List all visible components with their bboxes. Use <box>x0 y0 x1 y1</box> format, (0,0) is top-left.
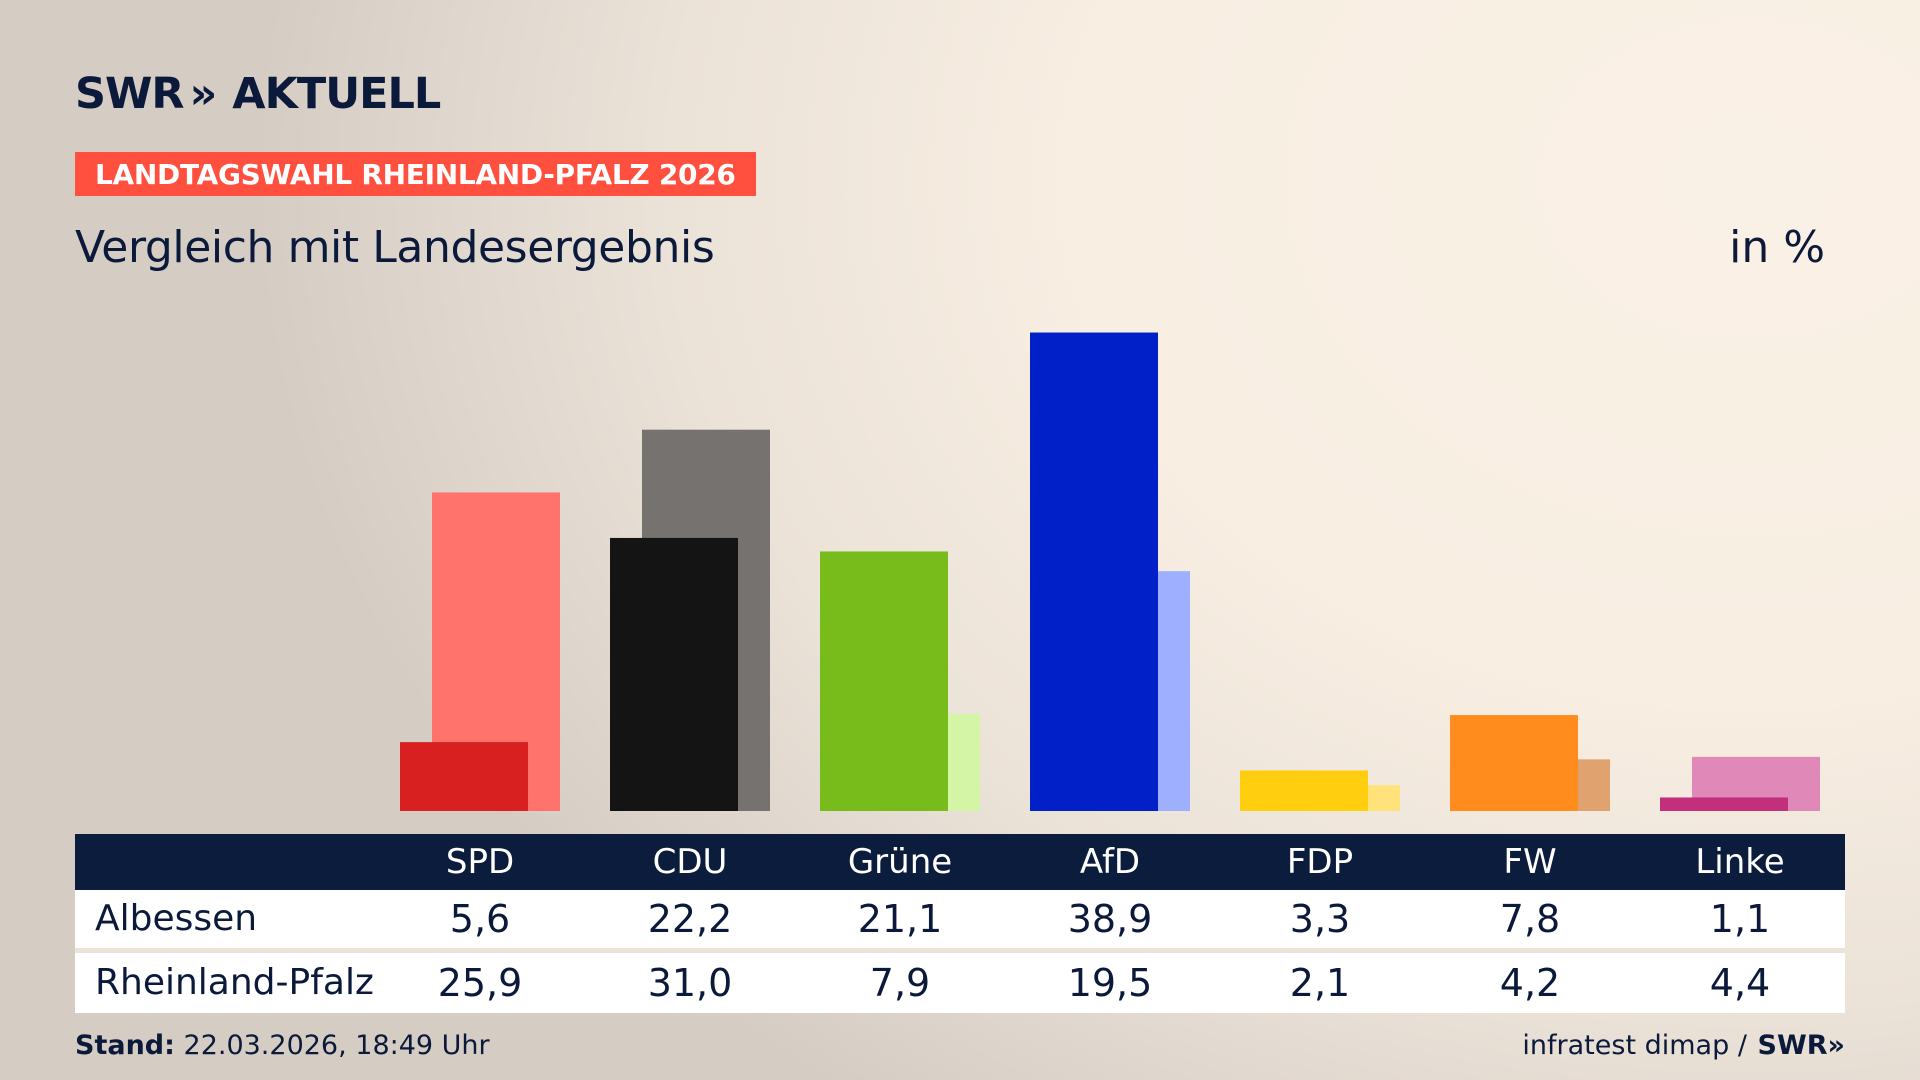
party-header-linke: Linke <box>1695 842 1785 882</box>
results-table: SPD CDU Grüne AfD FDP FW Linke Albessen 5,6 22,… <box>75 834 1845 1013</box>
swr-small-logo: SWR» <box>1757 1030 1845 1061</box>
value-rheinland-pfalz-gr-ne: 7,9 <box>869 961 931 1005</box>
timestamp-label: Stand: <box>75 1030 175 1061</box>
election-badge-label: LANDTAGSWAHL RHEINLAND-PFALZ 2026 <box>95 157 736 191</box>
party-header-spd: SPD <box>445 842 515 882</box>
bar-local-linke <box>1660 797 1788 811</box>
value-albessen-fdp: 3,3 <box>1289 897 1351 941</box>
value-rheinland-pfalz-fdp: 2,1 <box>1289 961 1351 1005</box>
bar-local-afd <box>1030 332 1158 811</box>
bar-local-cdu <box>610 537 738 811</box>
logo-chevrons-icon: » <box>189 68 218 119</box>
table-row: Rheinland-Pfalz 25,9 31,0 7,9 19,5 2,1 4,2 4,4 <box>75 953 1845 1013</box>
timestamp-value: 22.03.2026, 18:49 Uhr <box>183 1030 490 1061</box>
row-label-albessen: Albessen <box>95 898 258 939</box>
source-credit: infratest dimap / SWR» <box>1522 1030 1845 1061</box>
row-label-rheinland-pfalz: Rheinland-Pfalz <box>95 962 374 1003</box>
value-rheinland-pfalz-linke: 4,4 <box>1709 961 1771 1005</box>
party-header-afd: AfD <box>1079 842 1141 882</box>
timestamp: Stand: 22.03.2026, 18:49 Uhr <box>75 1030 490 1061</box>
value-albessen-gr-ne: 21,1 <box>857 897 943 941</box>
chart-unit: in % <box>1729 222 1825 273</box>
table-header-row: SPD CDU Grüne AfD FDP FW Linke <box>75 834 1845 890</box>
value-rheinland-pfalz-fw: 4,2 <box>1499 961 1561 1005</box>
party-header-cdu: CDU <box>652 842 728 882</box>
value-albessen-fw: 7,8 <box>1499 897 1561 941</box>
logo-aktuell: AKTUELL <box>232 68 441 119</box>
value-albessen-linke: 1,1 <box>1709 897 1771 941</box>
logo-swr: SWR <box>75 68 185 119</box>
value-rheinland-pfalz-cdu: 31,0 <box>647 961 733 1005</box>
value-albessen-cdu: 22,2 <box>647 897 733 941</box>
election-badge: LANDTAGSWAHL RHEINLAND-PFALZ 2026 <box>75 152 756 196</box>
bar-local-gr-ne <box>820 551 948 811</box>
bar-local-spd <box>400 742 528 811</box>
party-header-fdp: FDP <box>1286 842 1354 882</box>
chart-subtitle: Vergleich mit Landesergebnis <box>75 222 715 273</box>
party-header-fw: FW <box>1503 842 1557 882</box>
party-header-gr-ne: Grüne <box>847 842 953 882</box>
value-rheinland-pfalz-afd: 19,5 <box>1067 961 1153 1005</box>
table-row: Albessen 5,6 22,2 21,1 38,9 3,3 7,8 1,1 <box>75 890 1845 953</box>
value-rheinland-pfalz-spd: 25,9 <box>437 961 523 1005</box>
value-albessen-afd: 38,9 <box>1067 897 1153 941</box>
bar-local-fw <box>1450 715 1578 811</box>
bar-local-fdp <box>1240 770 1368 811</box>
swr-aktuell-logo: SWR » AKTUELL <box>75 68 441 119</box>
source-text: infratest dimap / <box>1522 1030 1747 1061</box>
value-albessen-spd: 5,6 <box>449 897 511 941</box>
